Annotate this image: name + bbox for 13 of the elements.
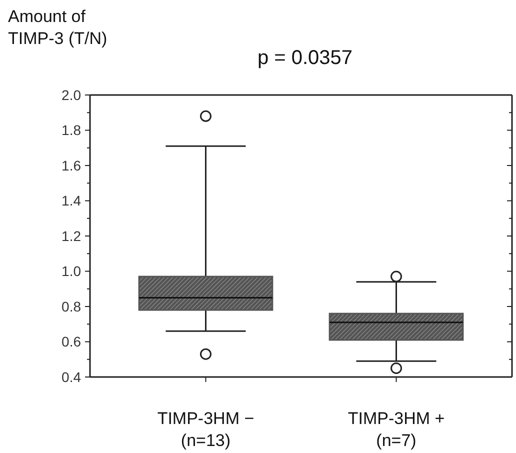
x-tick-label: TIMP-3HM − (n=13) [157,409,254,450]
y-tick-label: 0.6 [62,334,82,350]
y-tick-label: 2.0 [62,86,82,103]
y-tick-label: 1.6 [62,157,82,174]
x-tick-label: TIMP-3HM + (n=7) [348,409,445,450]
chart-title: p = 0.0357 [257,47,353,69]
y-tick-label: 1.4 [62,192,82,209]
y-tick-label: 1.2 [62,228,82,244]
y-tick-label: 0.8 [62,298,82,314]
y-tick-label: 1.8 [62,122,82,138]
y-axis-title: Amount of TIMP-3 (T/N) [8,7,108,48]
y-tick-label: 0.4 [62,368,82,385]
y-tick-label: 1.0 [62,263,82,280]
